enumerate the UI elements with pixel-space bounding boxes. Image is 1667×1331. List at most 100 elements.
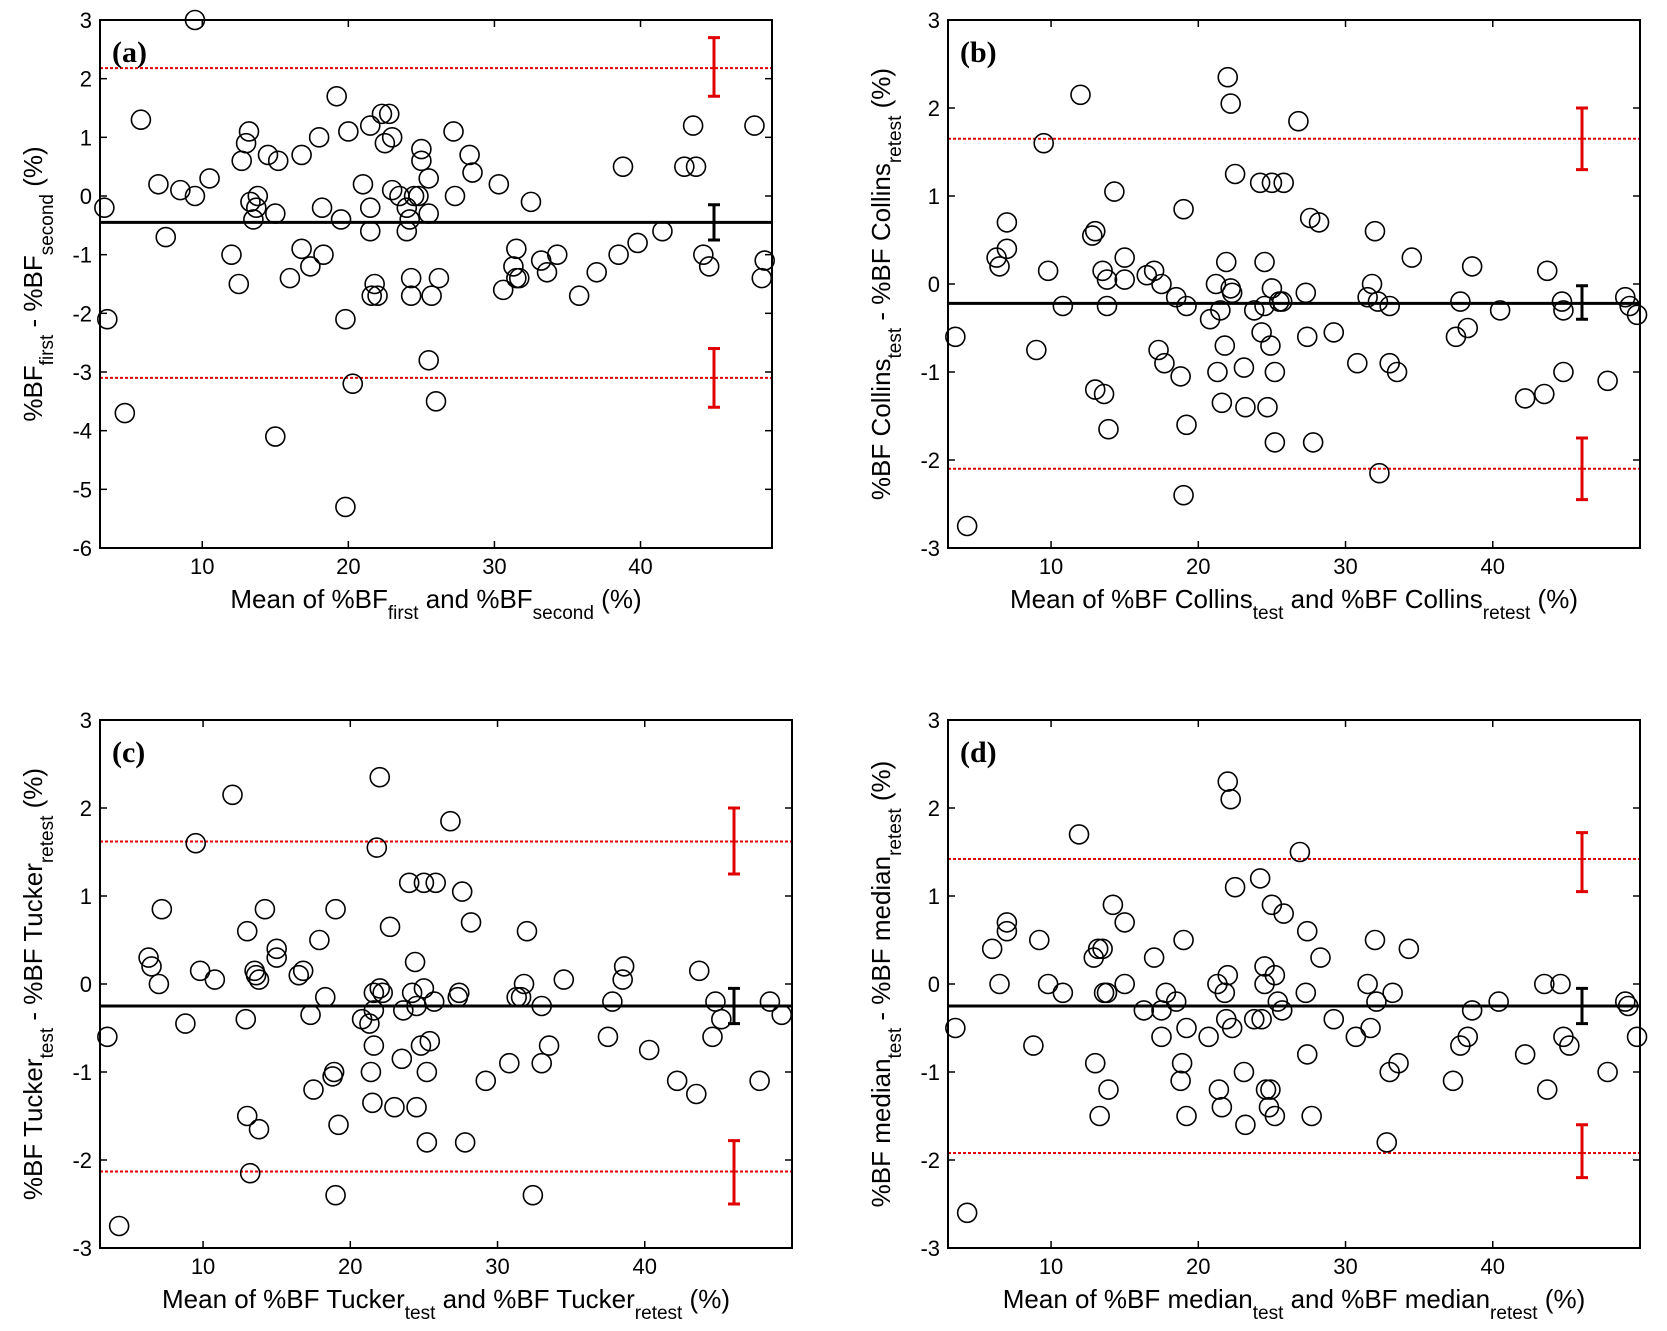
lower-loa-ci-bar	[1576, 1123, 1588, 1180]
data-point	[338, 121, 359, 142]
data-point	[1450, 291, 1471, 312]
y-tick-label: -1	[920, 1060, 940, 1085]
data-point	[1626, 304, 1648, 326]
y-tick-label: -2	[920, 448, 940, 473]
data-point	[945, 1017, 966, 1039]
data-point	[1235, 396, 1256, 418]
data-point	[1096, 269, 1118, 290]
data-point	[335, 496, 356, 518]
data-point	[425, 872, 446, 894]
data-points	[94, 9, 775, 518]
data-point	[403, 185, 425, 207]
data-point	[989, 973, 1010, 995]
data-point	[175, 1013, 196, 1034]
data-point	[265, 203, 286, 224]
data-point	[956, 1202, 978, 1224]
data-point	[1221, 1017, 1243, 1039]
data-point	[1154, 352, 1175, 374]
lower-loa-ci-bar	[728, 1139, 740, 1206]
y-tick-label: 2	[80, 67, 92, 92]
data-point	[1261, 172, 1283, 194]
data-point	[1302, 432, 1324, 453]
panel-label: (b)	[960, 36, 997, 69]
data-point	[1323, 322, 1345, 343]
data-point	[627, 232, 648, 254]
data-point	[1165, 991, 1187, 1012]
data-point	[1533, 973, 1555, 995]
y-axis-label: %BF Tuckertest - %BF Tuckerretest (%)	[18, 768, 58, 1200]
data-point	[499, 1052, 520, 1074]
data-point	[1288, 110, 1309, 132]
data-point	[97, 308, 118, 330]
data-point	[1093, 383, 1115, 405]
data-point	[1295, 282, 1317, 304]
data-point	[254, 898, 276, 920]
data-point	[981, 938, 1003, 960]
data-point	[1114, 912, 1135, 933]
plot-frame	[99, 719, 793, 1249]
panel-label: (a)	[112, 36, 147, 69]
data-point	[771, 1004, 792, 1026]
data-point	[1114, 247, 1135, 268]
data-point	[1028, 929, 1050, 951]
data-point	[1104, 181, 1125, 202]
data-point	[492, 279, 514, 301]
data-point	[1173, 484, 1194, 506]
data-point	[443, 121, 464, 142]
data-point	[1457, 1026, 1479, 1048]
data-point	[1514, 388, 1536, 409]
data-point	[1323, 1008, 1345, 1030]
data-point	[1176, 295, 1197, 317]
y-tick-label: 1	[80, 884, 92, 909]
x-tick-label: 30	[482, 554, 506, 579]
data-point	[239, 1162, 261, 1184]
data-point	[364, 273, 385, 295]
data-point	[1295, 982, 1317, 1004]
data-point	[1345, 1026, 1367, 1048]
data-point	[266, 947, 287, 968]
data-point	[418, 349, 439, 371]
data-point	[381, 179, 403, 201]
x-tick-label: 20	[1186, 554, 1210, 579]
data-point	[1026, 339, 1047, 361]
y-tick-label: -5	[72, 477, 92, 502]
data-point	[674, 156, 695, 177]
lower-loa-ci-bar	[1576, 436, 1588, 502]
data-point	[1361, 273, 1383, 295]
data-point	[522, 1184, 544, 1206]
data-point	[236, 920, 258, 942]
data-point	[328, 1114, 349, 1136]
data-point	[996, 912, 1018, 933]
x-tick-label: 10	[190, 554, 214, 579]
data-point	[418, 203, 439, 224]
data-point	[411, 150, 432, 172]
data-point	[693, 244, 714, 265]
x-tick-label: 10	[1039, 1254, 1063, 1279]
x-tick-label: 20	[336, 554, 360, 579]
data-point	[323, 1061, 345, 1083]
data-point	[1102, 894, 1124, 916]
data-point	[711, 1008, 732, 1030]
data-point	[996, 212, 1018, 233]
data-point	[141, 956, 162, 977]
data-point	[1243, 1008, 1265, 1030]
data-point	[265, 426, 286, 447]
data-point	[361, 285, 383, 307]
data-point	[326, 85, 347, 107]
data-point	[1310, 947, 1331, 968]
data-point	[366, 837, 388, 858]
data-point	[698, 256, 720, 277]
data-point	[1033, 132, 1055, 154]
data-point	[311, 197, 333, 219]
data-point	[1289, 841, 1311, 863]
data-point	[279, 267, 301, 289]
data-point	[546, 244, 568, 265]
data-point	[454, 1132, 476, 1153]
data-point	[1254, 251, 1275, 273]
data-point	[1251, 1008, 1272, 1030]
data-point	[1255, 1079, 1277, 1100]
y-tick-label: -4	[72, 419, 92, 444]
data-point	[1357, 973, 1378, 995]
data-point	[459, 144, 480, 166]
data-point	[1347, 352, 1368, 374]
